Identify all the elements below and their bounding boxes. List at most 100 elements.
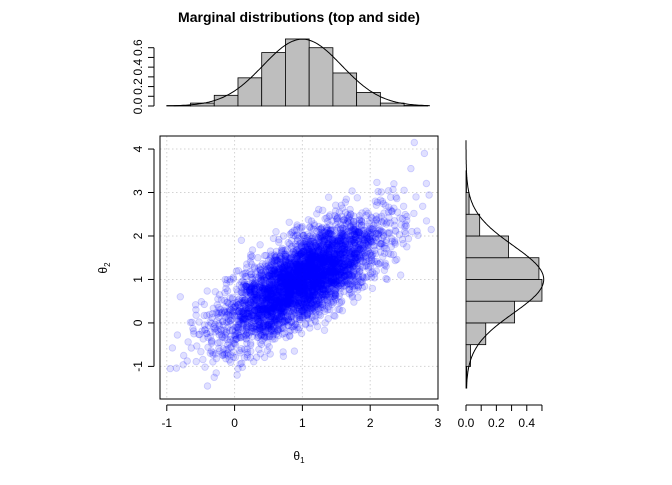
scatter-point: [324, 250, 331, 257]
scatter-point: [298, 330, 305, 337]
scatter-point: [287, 332, 294, 339]
scatter-point: [318, 282, 325, 289]
x-tick-label: 3: [435, 416, 442, 430]
scatter-point: [299, 269, 306, 276]
scatter-point: [259, 260, 266, 267]
scatter-point: [210, 349, 217, 356]
scatter-point: [295, 242, 302, 249]
scatter-point: [239, 316, 246, 323]
scatter-point: [301, 296, 308, 303]
scatter-point: [331, 238, 338, 245]
scatter-point: [337, 251, 344, 258]
scatter-point: [204, 383, 211, 390]
y-tick-label: 0.2: [131, 78, 145, 95]
scatter-point: [369, 252, 376, 259]
x-tick-label: 0.2: [488, 416, 505, 430]
scatter-point: [354, 195, 361, 202]
scatter-point: [235, 267, 242, 274]
scatter-point: [201, 301, 208, 308]
scatter-point: [289, 229, 296, 236]
scatter-point: [280, 285, 287, 292]
y-tick-label: -1: [131, 361, 145, 372]
scatter-point: [273, 228, 280, 235]
scatter-point: [279, 312, 286, 319]
scatter-point: [291, 348, 298, 355]
scatter-point: [211, 374, 218, 381]
y-tick-label: 0: [131, 319, 145, 326]
scatter-point: [356, 217, 363, 224]
scatter-point: [322, 215, 329, 222]
histogram-bar: [333, 73, 357, 106]
scatter-point: [323, 224, 330, 231]
y-tick-label: 2: [131, 232, 145, 239]
scatter-point: [303, 252, 310, 259]
x-tick-label: 0: [231, 416, 238, 430]
scatter-point: [380, 229, 387, 236]
scatter-point: [177, 294, 184, 301]
scatter-point: [288, 245, 295, 252]
x-tick-label: 1: [299, 416, 306, 430]
scatter-point: [335, 306, 342, 313]
scatter-point: [194, 343, 201, 350]
scatter-point: [286, 291, 293, 298]
scatter-point: [361, 231, 368, 238]
scatter-point: [247, 254, 254, 261]
scatter-point: [264, 347, 271, 354]
scatter-point: [310, 233, 317, 240]
scatter-point: [244, 306, 251, 313]
x-tick-label: 2: [367, 416, 374, 430]
scatter-point: [350, 219, 357, 226]
scatter-point: [266, 333, 273, 340]
scatter-point: [391, 205, 398, 212]
scatter-point: [237, 347, 244, 354]
scatter-point: [345, 261, 352, 268]
scatter-point: [298, 281, 305, 288]
scatter-point: [255, 254, 262, 261]
scatter-point: [363, 258, 370, 265]
scatter-point: [316, 226, 323, 233]
scatter-point: [279, 248, 286, 255]
scatter-point: [191, 331, 198, 338]
scatter-point: [270, 235, 277, 242]
scatter-point: [347, 206, 354, 213]
scatter-point: [231, 340, 238, 347]
scatter-point: [169, 345, 176, 352]
scatter-point: [351, 250, 358, 257]
histogram-bar: [466, 214, 480, 236]
scatter-point: [341, 272, 348, 279]
scatter-point: [343, 196, 350, 203]
scatter-point: [249, 247, 256, 254]
x-axis-title: θ1: [293, 449, 305, 465]
scatter-point: [224, 288, 231, 295]
scatter-point: [201, 312, 208, 319]
scatter-point: [423, 218, 430, 225]
scatter-point: [200, 356, 207, 363]
scatter-point: [332, 291, 339, 298]
scatter-point: [316, 300, 323, 307]
scatter-point: [354, 282, 361, 289]
scatter-point: [349, 292, 356, 299]
scatter-point: [411, 139, 418, 146]
scatter-point: [256, 305, 263, 312]
scatter-point: [409, 228, 416, 235]
scatter-point: [260, 324, 267, 331]
histogram-bar: [238, 78, 262, 106]
scatter-point: [253, 284, 260, 291]
scatter-point: [380, 220, 387, 227]
scatter-point: [173, 365, 180, 372]
scatter-point: [423, 180, 430, 187]
scatter-point: [363, 240, 370, 247]
scatter-point: [323, 260, 330, 267]
scatter-point: [248, 348, 255, 355]
scatter-point: [394, 256, 401, 263]
scatter-point: [280, 353, 287, 360]
scatter-point: [288, 254, 295, 261]
scatter-point: [400, 203, 407, 210]
scatter-point: [355, 242, 362, 249]
scatter-point: [287, 282, 294, 289]
scatter-point: [204, 288, 211, 295]
scatter-point: [185, 339, 192, 346]
scatter-point: [202, 364, 209, 371]
